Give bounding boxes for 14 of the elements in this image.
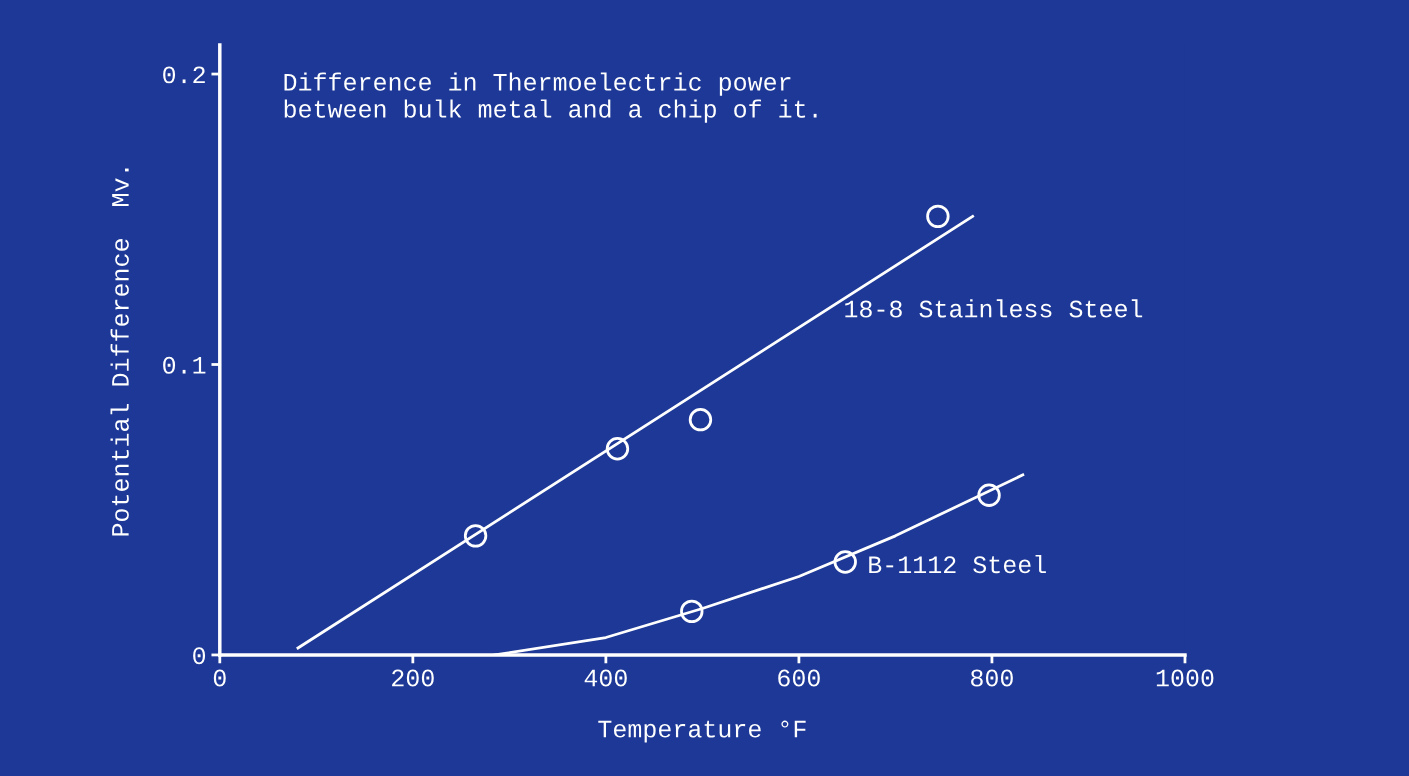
y-axis-title: Potential Difference Mv.	[110, 168, 129, 536]
annotation: Difference in Thermoelectric power between bulk metal and a chip of it.	[284, 72, 817, 123]
x-tick-label: 600	[778, 669, 820, 687]
series-label: 18-8 Stainless Steel	[845, 299, 1143, 318]
y-tick-label: 0.1	[163, 356, 206, 374]
x-tick-label: 0	[213, 669, 226, 687]
series-label: B-1112 Steel	[869, 554, 1046, 574]
y-tick-label: 0	[193, 647, 206, 665]
x-tick-label: 800	[971, 669, 1013, 687]
x-tick-label: 400	[584, 669, 627, 687]
x-tick-label: 200	[392, 669, 434, 687]
x-axis-title: Temperature °F	[598, 720, 806, 743]
y-tick-label: 0.2	[163, 66, 205, 84]
x-tick-label: 1000	[1156, 669, 1214, 687]
